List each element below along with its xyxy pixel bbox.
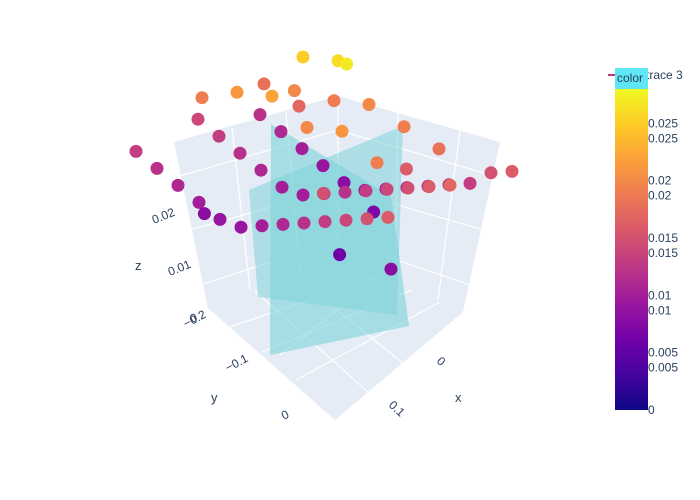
data-point	[230, 85, 244, 99]
colorbar-tick-label: 0.01	[648, 288, 672, 302]
grid-line	[179, 129, 339, 177]
data-point	[397, 120, 411, 134]
x-tick-label: 0	[434, 354, 449, 369]
y-tick-label: 0	[279, 407, 292, 423]
data-point	[384, 262, 398, 276]
data-point	[399, 162, 413, 176]
data-point	[338, 185, 352, 199]
data-point	[254, 163, 268, 177]
data-point	[255, 219, 269, 233]
x-axis-title: x	[455, 390, 462, 405]
data-point	[287, 84, 301, 98]
colorbar-tick-label-secondary: 0.01	[648, 303, 672, 317]
colorbar-tick-label: 0.025	[648, 116, 678, 130]
data-point	[484, 166, 498, 180]
axis-titles: z y x	[135, 258, 462, 405]
data-point	[359, 184, 373, 198]
data-point	[443, 178, 457, 192]
data-point	[380, 182, 394, 196]
data-point	[370, 156, 384, 170]
grid-line	[437, 129, 461, 301]
data-point	[191, 112, 205, 126]
x-tick-label: 0.1	[386, 398, 408, 420]
colorbar-tick-label: 0.015	[648, 231, 678, 245]
data-point	[171, 178, 185, 192]
y-tick-label: −0.1	[223, 351, 251, 375]
data-point	[333, 248, 347, 262]
data-point	[265, 89, 279, 103]
colorbar-tick-label: 0.02	[648, 174, 672, 188]
colorbar-tick-label-secondary: 0.015	[648, 246, 678, 260]
data-point	[129, 144, 143, 158]
grid-line	[337, 129, 495, 177]
colorbar-tick-label: 0	[648, 403, 655, 417]
z-axis-title: z	[135, 258, 142, 273]
data-point	[360, 212, 374, 226]
data-point	[327, 94, 341, 108]
data-point	[295, 142, 309, 156]
data-point	[213, 212, 227, 226]
colorbar-tick-label-secondary: 0.025	[648, 131, 678, 145]
colorbar: 0 0.005 0.01 0.015 0.02 0.025 0.005 0.01 0.015 0.…	[615, 68, 678, 417]
data-point	[300, 121, 314, 134]
data-point	[335, 124, 349, 138]
data-point	[340, 57, 354, 71]
data-point	[195, 91, 209, 105]
data-point	[318, 215, 332, 229]
data-point	[275, 180, 289, 194]
colorbar-tick-label-secondary: 0.02	[648, 189, 672, 203]
data-point	[253, 108, 267, 122]
y-axis-title: y	[211, 390, 218, 405]
data-point	[292, 99, 306, 113]
colorbar-tick-label-secondary: 0.005	[648, 361, 678, 375]
data-point	[197, 207, 211, 221]
colorbar-tick-label: 0.005	[648, 346, 678, 360]
z-tick-label: 0.01	[166, 257, 193, 279]
data-point	[316, 159, 330, 173]
data-point	[150, 161, 164, 175]
data-point	[212, 129, 226, 143]
data-point	[233, 146, 247, 160]
z-tick-label: 0	[188, 310, 200, 326]
data-point	[234, 220, 248, 234]
data-point	[276, 217, 290, 231]
data-point	[192, 195, 206, 209]
data-point	[505, 164, 519, 178]
data-point	[337, 176, 351, 190]
colorbar-gradient	[615, 89, 648, 410]
data-point	[422, 180, 436, 194]
data-point	[401, 181, 415, 195]
data-point	[381, 210, 395, 224]
data-point	[463, 176, 477, 190]
legend-entry-label[interactable]: trace 3	[646, 68, 683, 82]
data-point	[339, 213, 353, 227]
data-point	[296, 50, 310, 64]
data-point	[297, 216, 311, 230]
y-tick-label: −0.2	[181, 307, 209, 331]
slice-planes	[249, 124, 409, 355]
data-point	[362, 98, 376, 111]
data-point	[257, 77, 271, 91]
data-point	[296, 188, 310, 202]
data-point	[316, 186, 330, 200]
colorbar-title: color	[617, 71, 643, 85]
data-points	[129, 50, 519, 276]
grid-line	[295, 301, 441, 381]
data-point	[432, 142, 446, 156]
data-point	[274, 125, 288, 139]
z-tick-label: 0.02	[150, 205, 177, 227]
colorbar-title-bg	[615, 68, 648, 89]
